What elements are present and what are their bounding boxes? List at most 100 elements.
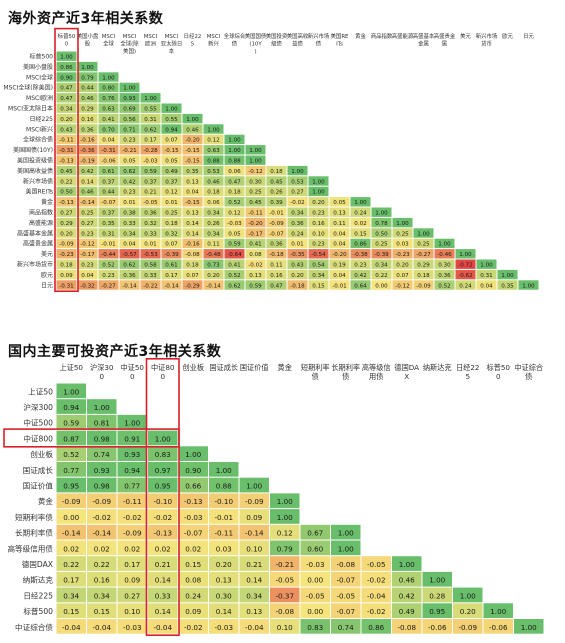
cell-value-label: 0.21: [144, 190, 157, 196]
cell-value-label: 0.18: [417, 273, 430, 279]
cell-value-label: -0.20: [185, 138, 200, 144]
heatmap-cell: [245, 269, 266, 280]
heatmap-cell: [422, 587, 452, 603]
cell-value-label: 0.36: [123, 273, 136, 279]
cell-value-label: 0.45: [270, 179, 283, 185]
row-label: 长期利率债: [15, 528, 53, 538]
cell-value-label: -0.01: [101, 242, 116, 248]
column-header-label: 黄金: [278, 363, 292, 372]
row-label: 美国投资级债: [17, 156, 53, 164]
heatmap-cell: [182, 145, 203, 155]
heatmap-cell: [203, 269, 224, 280]
cell-value-label: 0.53: [291, 179, 304, 185]
heatmap-cell: [329, 217, 350, 228]
heatmap-cell: [140, 197, 161, 207]
heatmap-cell: [329, 228, 350, 238]
row-label: 纳斯达克: [23, 575, 54, 585]
heatmap-cell: [161, 280, 182, 290]
cell-value-label: 1.00: [460, 591, 476, 600]
row-label: 高等级信用债: [7, 543, 53, 553]
highlight-column-box: [54, 27, 79, 293]
heatmap-cell: [182, 165, 203, 176]
heatmap-cell: [300, 587, 330, 603]
heatmap-cell: [300, 603, 330, 618]
heatmap-cell: [119, 145, 140, 155]
heatmap-cell: [300, 540, 330, 556]
cell-value-label: 0.34: [207, 210, 220, 216]
heatmap-cell: [56, 540, 86, 556]
cell-value-label: -0.09: [123, 529, 142, 538]
heatmap-cell: [361, 587, 391, 603]
cell-value-label: 0.64: [354, 283, 367, 289]
heatmap-cell: [434, 269, 455, 280]
cell-value-label: 0.17: [165, 273, 178, 279]
heatmap-cell: [56, 509, 86, 524]
cell-value-label: 0.13: [249, 273, 262, 279]
cell-value-label: 0.13: [216, 576, 232, 585]
cell-value-label: -0.29: [185, 283, 200, 289]
cell-value-label: -0.08: [275, 607, 294, 616]
heatmap-cell: [148, 477, 178, 493]
heatmap-cell: [331, 524, 361, 540]
heatmap-cell: [245, 217, 266, 228]
heatmap-cell: [266, 165, 287, 176]
heatmap-cell: [270, 587, 300, 603]
cell-value-label: 0.23: [123, 138, 136, 144]
heatmap-cell: [77, 145, 98, 155]
heatmap-cell: [77, 197, 98, 207]
cell-value-label: 0.12: [228, 210, 240, 216]
cell-value-label: 1.00: [124, 419, 140, 428]
cell-value-label: 0.41: [249, 242, 262, 248]
heatmap-cell: [209, 540, 239, 556]
cell-value-label: 1.00: [81, 65, 94, 71]
heatmap-cell: [98, 165, 119, 176]
cell-value-label: 0.47: [60, 96, 73, 102]
heatmap-cell: [117, 509, 147, 524]
heatmap-cell: [371, 269, 392, 280]
heatmap-cell: [224, 238, 245, 249]
heatmap-cell: [77, 176, 98, 186]
cell-value-label: 0.20: [460, 607, 476, 616]
cell-value-label: 0.23: [123, 190, 136, 196]
heatmap-cell: [518, 280, 539, 290]
row-label: MSCI欧洲: [26, 94, 53, 102]
heatmap-cell: [87, 603, 117, 618]
cell-value-label: 0.28: [429, 591, 445, 600]
heatmap-cell: [140, 165, 161, 176]
heatmap-cell: [119, 124, 140, 134]
cell-value-label: 0.15: [63, 607, 79, 616]
cell-value-label: 0.18: [165, 221, 178, 227]
row-label: 沪深300: [23, 402, 53, 412]
column-header-label: 上证50: [59, 363, 83, 372]
row-label: 日元: [41, 282, 53, 289]
cell-value-label: 0.33: [144, 231, 157, 237]
heatmap-cell: [329, 207, 350, 217]
cell-value-label: 0.45: [249, 200, 262, 206]
cell-value-label: 0.14: [246, 576, 262, 585]
heatmap-cell: [56, 165, 77, 176]
cell-value-label: 0.25: [417, 242, 430, 248]
cell-value-label: 1.00: [438, 242, 451, 248]
cell-value-label: 0.88: [207, 158, 220, 164]
cell-value-label: 0.41: [102, 117, 115, 123]
cell-value-label: 0.74: [94, 450, 110, 459]
heatmap-cell: [300, 571, 330, 587]
heatmap-cell: [98, 134, 119, 145]
heatmap-cell: [266, 186, 287, 197]
cell-value-label: 0.20: [60, 231, 73, 237]
cell-value-label: 0.35: [102, 221, 115, 227]
cell-value-label: 0.15: [185, 560, 201, 569]
heatmap-cell: [224, 186, 245, 197]
cell-value-label: 1.00: [399, 560, 415, 569]
cell-value-label: 0.32: [165, 231, 177, 237]
heatmap-cell: [245, 145, 266, 155]
heatmap-cell: [119, 280, 140, 290]
cell-value-label: 1.00: [480, 262, 493, 268]
heatmap-cell: [203, 134, 224, 145]
heatmap-cell: [77, 155, 98, 165]
cell-value-label: 0.43: [291, 262, 304, 268]
heatmap-cell: [140, 124, 161, 134]
heatmap-cell: [140, 269, 161, 280]
heatmap-cell: [117, 603, 147, 618]
